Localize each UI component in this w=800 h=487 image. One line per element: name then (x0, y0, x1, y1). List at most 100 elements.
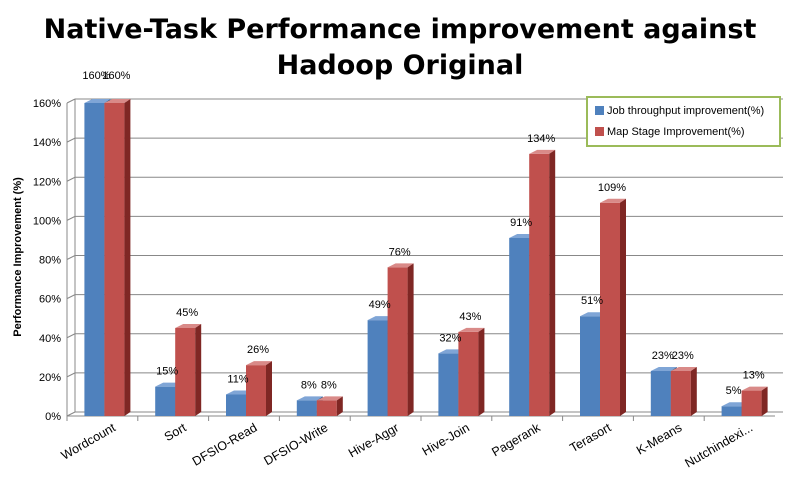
bar-face (155, 386, 176, 416)
bar-nutchindexi-map-stage (741, 386, 768, 416)
x-tick-label: Pagerank (489, 420, 543, 459)
chart-title-line-2: Hadoop Original (276, 50, 524, 81)
legend-label-job-throughput: Job throughput improvement(%) (607, 105, 764, 117)
x-tick-label: Hive-Join (420, 420, 472, 458)
data-label: 160% (102, 70, 130, 82)
bar-face (741, 390, 762, 416)
data-label: 23% (672, 350, 694, 362)
y-tick-label: 80% (39, 255, 61, 267)
bar-top (84, 99, 111, 103)
bar-top (509, 233, 536, 238)
bar-top (104, 99, 131, 103)
bar-face (84, 103, 105, 416)
data-label: 8% (301, 379, 317, 391)
bar-face (104, 103, 125, 416)
bar-hive-join-map-stage (458, 327, 485, 416)
bar-side (690, 367, 697, 416)
bar-wordcount-map-stage (104, 99, 131, 416)
bar-top (670, 367, 697, 372)
y-axis-title: Performance Improvement (%) (12, 177, 24, 337)
bar-top (175, 323, 202, 328)
bar-side (620, 198, 626, 416)
bar-top (580, 312, 606, 317)
bar-top (650, 367, 677, 372)
data-label: 32% (439, 332, 461, 344)
gridline-depth (66, 137, 76, 143)
data-label: 76% (389, 246, 411, 258)
data-label: 8% (321, 379, 337, 391)
x-tick-label: Nutchindexi... (683, 420, 756, 470)
bar-side (478, 327, 485, 416)
bar-top (438, 349, 465, 354)
bar-side (336, 396, 343, 416)
bar-k-means-map-stage (670, 367, 697, 416)
bar-face (226, 394, 246, 416)
bar-face (458, 331, 479, 416)
x-tick-label: Wordcount (59, 420, 119, 462)
bar-face (529, 153, 550, 417)
bar-top (529, 149, 556, 154)
y-tick-label: 140% (33, 137, 61, 149)
x-tick-label: K-Means (634, 420, 684, 457)
gridline-depth (66, 372, 76, 378)
data-label: 134% (527, 133, 555, 145)
bar-face (387, 267, 408, 416)
data-label: 5% (726, 385, 742, 397)
data-label: 13% (743, 370, 765, 382)
bar-top (155, 382, 182, 387)
bar-face (670, 371, 691, 416)
gridline-depth (66, 333, 76, 339)
gridline-depth (66, 411, 76, 417)
y-tick-label: 100% (33, 215, 61, 227)
bar-side (124, 99, 131, 416)
y-tick-label: 120% (33, 176, 61, 188)
legend-label-map-stage: Map Stage Improvement(%) (607, 126, 745, 138)
gridline-depth (66, 176, 76, 182)
bar-face (509, 237, 530, 416)
data-label: 160% (82, 70, 110, 82)
gridline-depth (66, 98, 76, 104)
bar-top (226, 390, 252, 395)
chart-title: Native-Task Performance improvement agai… (0, 12, 800, 84)
bar-dfsio-write-map-stage (316, 396, 343, 416)
gridline-depth (66, 215, 76, 221)
y-tick-label: 0% (45, 411, 61, 423)
data-label: 43% (459, 311, 481, 323)
x-tick-label: DFSIO-Write (262, 420, 331, 468)
bar-terasort-map-stage (600, 198, 626, 416)
data-label: 15% (156, 366, 178, 378)
bar-side (195, 323, 202, 416)
gridline-depth (66, 255, 76, 260)
bar-face (580, 316, 600, 416)
bar-face (367, 320, 388, 416)
bar-top (367, 316, 394, 321)
data-label: 51% (581, 295, 603, 307)
bar-top (316, 396, 343, 401)
bar-face (650, 371, 671, 416)
y-tick-label: 40% (39, 333, 61, 345)
bar-top (246, 361, 272, 366)
legend-swatch-map-stage (595, 127, 604, 136)
bar-pagerank-map-stage (529, 149, 556, 417)
y-tick-label: 20% (39, 372, 61, 384)
bar-face (316, 400, 337, 416)
bar-hive-aggr-map-stage (387, 263, 414, 416)
bar-face (246, 365, 266, 416)
bar-face (721, 406, 742, 416)
bar-dfsio-read-map-stage (246, 361, 272, 416)
y-tick-label: 60% (39, 294, 61, 306)
chart-title-line-1: Native-Task Performance improvement agai… (43, 14, 757, 45)
bar-top (458, 327, 485, 332)
data-label: 26% (247, 344, 269, 356)
x-tick-label: DFSIO-Read (190, 420, 260, 468)
x-tick-label: Hive-Aggr (346, 420, 401, 460)
data-label: 91% (510, 217, 532, 229)
bar-top (600, 198, 626, 203)
legend: Job throughput improvement(%) Map Stage … (586, 96, 781, 147)
bars (84, 99, 768, 417)
bar-face (296, 400, 317, 416)
y-tick-label: 160% (33, 98, 61, 110)
bar-top (387, 263, 414, 268)
data-label: 23% (652, 350, 674, 362)
